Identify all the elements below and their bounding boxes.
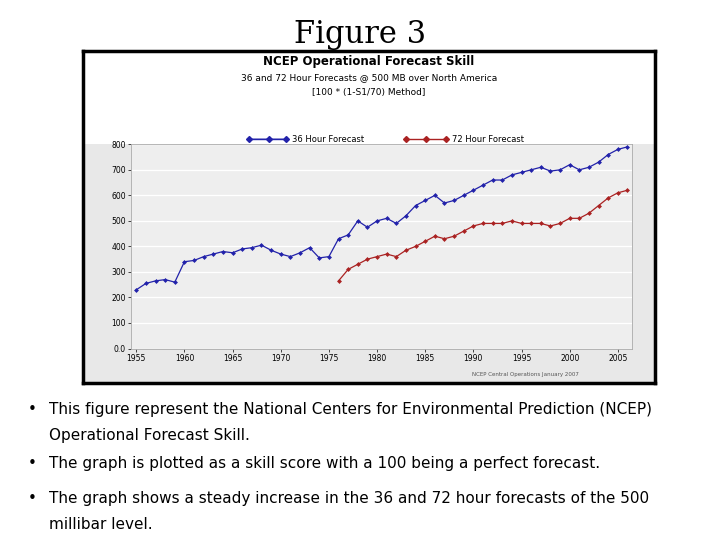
Text: •: • (27, 402, 36, 417)
Text: Operational Forecast Skill.: Operational Forecast Skill. (49, 428, 250, 443)
Text: [100 * (1-S1/70) Method]: [100 * (1-S1/70) Method] (312, 89, 426, 98)
Text: millibar level.: millibar level. (49, 517, 153, 532)
Text: NCEP Operational Forecast Skill: NCEP Operational Forecast Skill (264, 55, 474, 68)
Text: 36 and 72 Hour Forecasts @ 500 MB over North America: 36 and 72 Hour Forecasts @ 500 MB over N… (241, 73, 497, 82)
Text: This figure represent the National Centers for Environmental Prediction (NCEP): This figure represent the National Cente… (49, 402, 652, 417)
Text: The graph shows a steady increase in the 36 and 72 hour forecasts of the 500: The graph shows a steady increase in the… (49, 491, 649, 507)
Text: The graph is plotted as a skill score with a 100 being a perfect forecast.: The graph is plotted as a skill score wi… (49, 456, 600, 471)
Text: •: • (27, 491, 36, 507)
Bar (83, 51, 655, 144)
Text: 36 Hour Forecast: 36 Hour Forecast (292, 135, 364, 144)
Text: NCEP Central Operations January 2007: NCEP Central Operations January 2007 (472, 372, 579, 377)
Text: Figure 3: Figure 3 (294, 19, 426, 50)
Text: 72 Hour Forecast: 72 Hour Forecast (452, 135, 524, 144)
Text: •: • (27, 456, 36, 471)
